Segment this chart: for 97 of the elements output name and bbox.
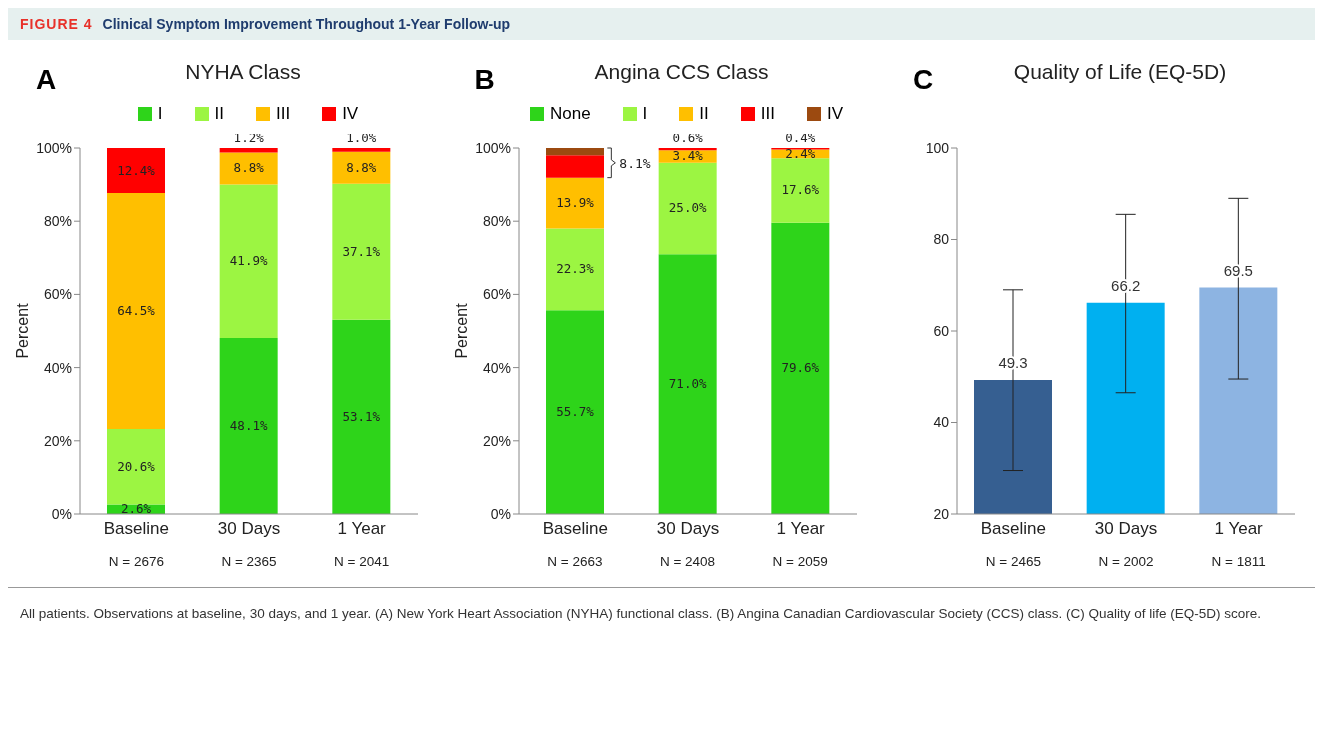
bar: [332, 151, 391, 184]
bar: [770, 158, 829, 223]
text: All patients. Observations at baseline, 30 days, and 1 year. (A) New York Heart Association (NYHA) functional class. (B) Angina Canadian Cardiovascular Society (CCS) class. (C) Quality of life (EQ-5D) score.: [8, 587, 1315, 640]
annotation: 8.1%: [618, 155, 651, 171]
y-tick-label: 40%: [482, 359, 511, 376]
y-tick-label: 80%: [43, 213, 72, 230]
y-axis-title: Percent: [452, 302, 470, 359]
text: N = 2465: [984, 554, 1042, 569]
text: N = 2059: [771, 554, 829, 569]
bar: [658, 254, 717, 514]
y-tick-label: 60%: [482, 286, 511, 303]
text: C: [913, 64, 934, 96]
y-axis-title: Percent: [13, 302, 31, 359]
x-tick-label: Baseline: [103, 519, 169, 539]
text: N = 1811: [1210, 554, 1267, 569]
y-tick-label: 100: [925, 139, 950, 156]
y-tick-label: 0%: [490, 505, 511, 522]
legend-label: I: [156, 104, 163, 124]
bar: [332, 183, 391, 320]
bar: [107, 193, 165, 430]
data-label: 17.6%: [781, 182, 820, 198]
x-tick-label: 1 Year: [337, 519, 387, 539]
data-label: 25.0%: [668, 200, 707, 216]
bar: [107, 429, 165, 505]
x-tick-label: 30 Days: [217, 519, 281, 539]
text: Clinical Symptom Improvement Throughout 1-Year Follow-up: [102, 16, 511, 32]
data-label: 41.9%: [229, 253, 268, 269]
data-label: 37.1%: [342, 243, 381, 259]
data-label: 64.5%: [117, 303, 156, 319]
x-tick-label: 1 Year: [1214, 519, 1264, 539]
x-tick-label: 30 Days: [1094, 519, 1158, 539]
text: N = 2365: [220, 554, 278, 569]
bar: [219, 152, 278, 185]
legend-label: II: [698, 104, 709, 124]
data-label: 8.8%: [233, 160, 265, 176]
data-label: 20.6%: [117, 458, 156, 474]
data-label: 2.6%: [120, 501, 152, 517]
bar: [545, 177, 604, 229]
data-label: 8.8%: [346, 159, 377, 175]
text: N = 2408: [658, 554, 717, 569]
data-label: 2.4%: [784, 145, 816, 161]
text: A: [36, 64, 57, 96]
chart-title: Angina CCS Class: [594, 60, 769, 83]
x-tick-label: 1 Year: [776, 519, 825, 539]
text: B: [474, 64, 495, 96]
y-tick-label: 0%: [51, 505, 72, 522]
y-tick-label: 60: [933, 322, 950, 339]
legend-label: IV: [825, 104, 844, 124]
bar: [545, 228, 604, 311]
bar: [658, 148, 717, 151]
bar: [545, 148, 604, 156]
data-label: 79.6%: [781, 360, 820, 376]
bar: [770, 222, 829, 514]
y-tick-label: 80%: [482, 213, 511, 230]
x-tick-label: Baseline: [980, 519, 1046, 539]
bar: [219, 148, 278, 153]
legend-label: III: [274, 104, 291, 124]
data-label: 12.4%: [117, 162, 156, 178]
data-label: 13.9%: [555, 195, 594, 211]
y-tick-label: 100%: [36, 139, 72, 156]
data-label: 3.4%: [672, 148, 703, 164]
legend-label: I: [641, 104, 648, 124]
bar: [545, 310, 604, 514]
text: N = 2676: [107, 554, 165, 569]
y-tick-label: 60%: [43, 286, 72, 303]
legend-label: III: [759, 104, 775, 124]
y-tick-label: 40%: [43, 359, 72, 376]
y-tick-label: 20%: [482, 432, 511, 449]
y-tick-label: 40: [933, 414, 950, 431]
bar: [219, 337, 278, 514]
y-tick-label: 80: [933, 231, 950, 248]
data-label: 71.0%: [668, 376, 707, 392]
data-label: 49.3: [998, 353, 1028, 371]
legend-label: II: [213, 104, 224, 124]
data-label: 22.3%: [555, 261, 594, 277]
bar: [545, 155, 604, 178]
text: FIGURE 4: [20, 16, 93, 32]
x-tick-label: Baseline: [542, 519, 608, 539]
bar: [219, 184, 278, 338]
text: N = 2041: [333, 554, 391, 569]
legend-label: IV: [341, 104, 359, 124]
bar: [107, 148, 165, 194]
chart-title: Quality of Life (EQ-5D): [1013, 60, 1227, 83]
x-tick-label: 30 Days: [656, 519, 719, 539]
text: N = 2663: [546, 554, 604, 569]
data-label: 53.1%: [342, 408, 381, 424]
chart-title: NYHA Class: [185, 60, 301, 83]
text: N = 2002: [1097, 554, 1155, 569]
bar: [658, 162, 717, 255]
y-tick-label: 20: [933, 505, 950, 522]
y-tick-label: 20%: [43, 432, 72, 449]
bar: [332, 148, 391, 152]
legend-label: None: [548, 104, 591, 124]
y-tick-label: 100%: [474, 139, 511, 156]
data-label: 48.1%: [229, 417, 268, 433]
data-label: 55.7%: [555, 404, 594, 420]
bar: [332, 319, 391, 514]
